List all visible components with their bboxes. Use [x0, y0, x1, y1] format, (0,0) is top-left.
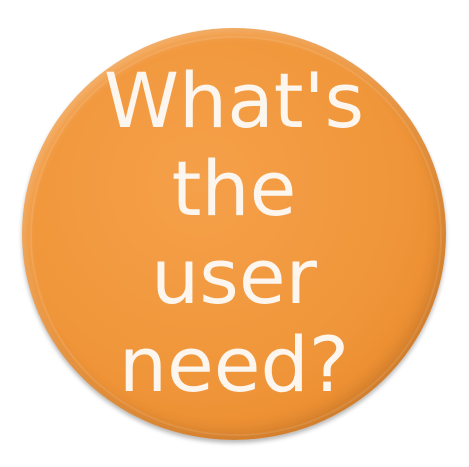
badge-line-1: What's — [103, 56, 365, 145]
badge-line-4: need? — [118, 320, 350, 409]
orange-badge-button: What's the user need? — [22, 28, 446, 440]
badge-line-3: user — [151, 232, 317, 321]
badge-text: What's the user need? — [104, 57, 364, 409]
badge-line-2: the — [171, 144, 297, 233]
